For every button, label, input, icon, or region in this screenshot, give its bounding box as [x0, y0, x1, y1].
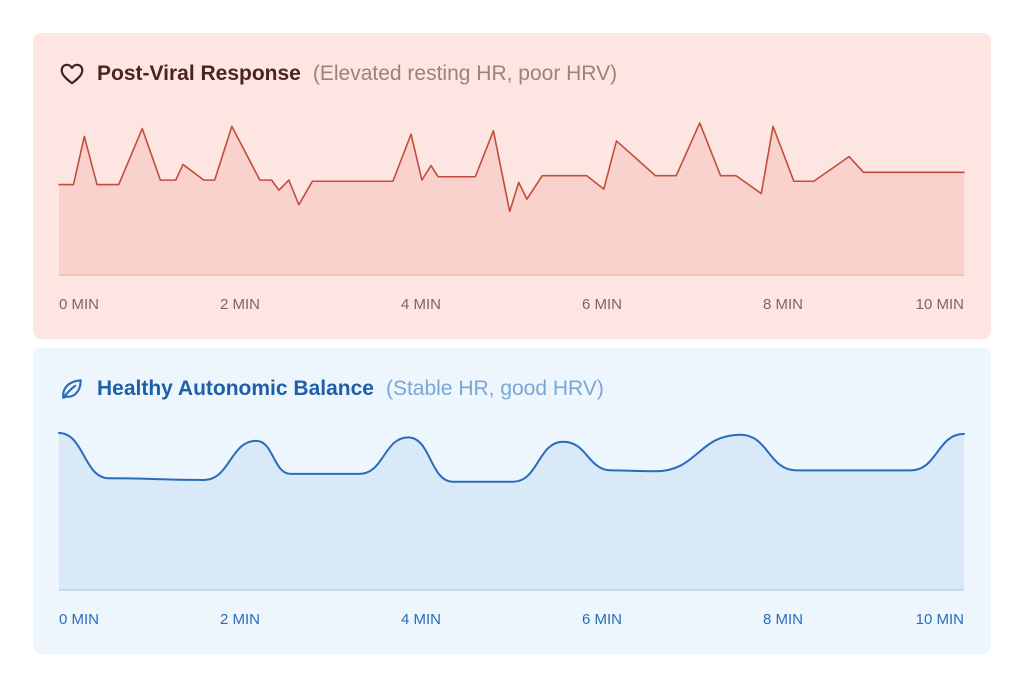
post-viral-x-tick-label: 0 MIN	[59, 296, 99, 313]
post-viral-x-tick-label: 4 MIN	[401, 296, 441, 313]
post-viral-x-tick-label: 8 MIN	[763, 296, 803, 313]
post-viral-title-row: Post-Viral Response (Elevated resting HR…	[59, 61, 617, 87]
post-viral-title: Post-Viral Response	[97, 62, 301, 85]
healthy-balance-panel: Healthy Autonomic Balance (Stable HR, go…	[33, 348, 991, 654]
healthy-balance-x-tick-label: 6 MIN	[582, 611, 622, 628]
post-viral-x-tick-label: 2 MIN	[220, 296, 260, 313]
post-viral-chart: 0 MIN 2 MIN 4 MIN 6 MIN 8 MIN 10 MIN	[58, 122, 965, 313]
post-viral-x-tick-label: 10 MIN	[916, 296, 964, 313]
healthy-balance-x-tick-label: 10 MIN	[916, 611, 964, 628]
post-viral-subtitle: (Elevated resting HR, poor HRV)	[312, 62, 618, 85]
healthy-balance-x-tick-label: 0 MIN	[59, 611, 99, 628]
healthy-balance-x-tick-label: 4 MIN	[401, 611, 441, 628]
post-viral-series-line	[58, 122, 965, 213]
leaf-icon	[59, 376, 85, 402]
healthy-balance-x-tick-label: 2 MIN	[220, 611, 260, 628]
healthy-balance-title: Healthy Autonomic Balance	[97, 377, 374, 400]
post-viral-x-tick-label: 6 MIN	[582, 296, 622, 313]
healthy-balance-title-row: Healthy Autonomic Balance (Stable HR, go…	[59, 376, 604, 402]
healthy-balance-area	[59, 433, 964, 590]
healthy-balance-chart: 0 MIN 2 MIN 4 MIN 6 MIN 8 MIN 10 MIN	[58, 432, 965, 628]
post-viral-area	[59, 123, 964, 275]
healthy-balance-x-tick-label: 8 MIN	[763, 611, 803, 628]
post-viral-panel: Post-Viral Response (Elevated resting HR…	[33, 33, 991, 339]
heart-icon	[59, 61, 85, 87]
healthy-balance-series-line	[58, 432, 965, 483]
healthy-balance-subtitle: (Stable HR, good HRV)	[385, 377, 604, 400]
